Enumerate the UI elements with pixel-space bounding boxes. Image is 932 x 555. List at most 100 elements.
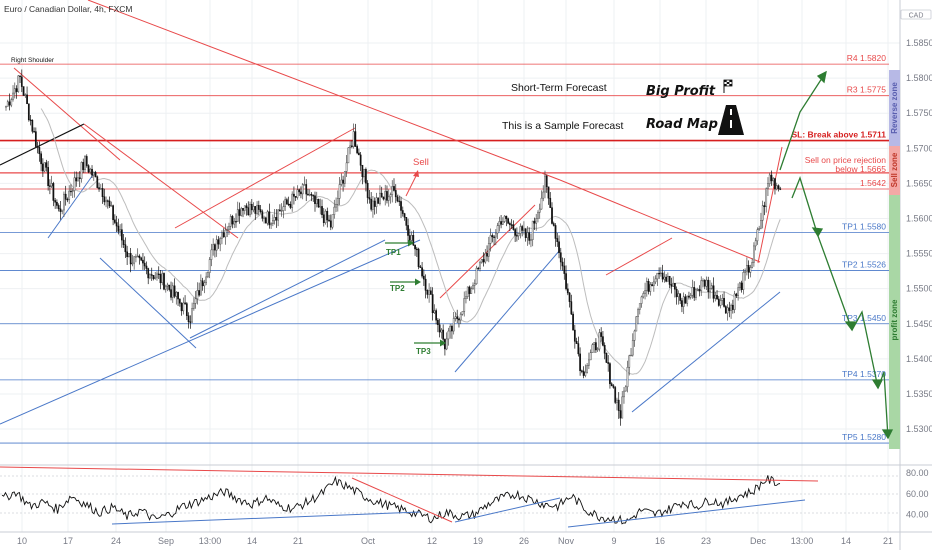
price-tick-label: 1.57500 bbox=[906, 108, 932, 118]
candle-body bbox=[282, 206, 285, 211]
blue-wedge-bottom[interactable] bbox=[631, 291, 781, 413]
oscillator-blue-support-3[interactable] bbox=[567, 499, 806, 528]
blue-flag-bottom[interactable] bbox=[454, 249, 561, 373]
level-label-tp4: TP4 1.5370 bbox=[842, 369, 886, 379]
candle-body bbox=[668, 275, 671, 285]
candle-body bbox=[517, 233, 520, 237]
candle-body bbox=[215, 239, 218, 251]
candle-body bbox=[689, 294, 692, 298]
candle-body bbox=[638, 303, 641, 310]
blue-up-support[interactable] bbox=[189, 239, 386, 339]
candle-body bbox=[624, 386, 627, 392]
forecast-arrowhead-1 bbox=[811, 227, 824, 238]
red-right-rise[interactable] bbox=[757, 146, 783, 264]
candle-body bbox=[136, 255, 139, 258]
shoulder-red-line[interactable] bbox=[13, 67, 121, 161]
candle-body bbox=[84, 156, 86, 170]
time-axis[interactable]: 10 17 24 Sep 13:00 14 21 Oct 12 19 26 Nov 9 16 23 Dec 13… bbox=[17, 536, 893, 546]
candle-body bbox=[651, 284, 653, 287]
candle-body bbox=[772, 178, 775, 182]
blue-small-channel[interactable] bbox=[47, 171, 96, 239]
candle-body bbox=[300, 191, 302, 195]
candle-body bbox=[714, 295, 717, 299]
red-trendline-extension[interactable] bbox=[559, 179, 761, 263]
candle-body bbox=[472, 284, 474, 289]
oscillator-tick-label: 60.00 bbox=[906, 489, 929, 499]
red-up-resistance[interactable] bbox=[174, 127, 356, 229]
candle-body bbox=[103, 196, 106, 203]
candle-body bbox=[658, 272, 660, 275]
candle-body bbox=[717, 298, 720, 306]
candle-body bbox=[756, 229, 759, 242]
candle-body bbox=[89, 168, 92, 173]
level-label-sell-line2: below 1.5665 bbox=[835, 164, 886, 174]
candle-body bbox=[422, 275, 425, 280]
candle-body bbox=[108, 200, 111, 207]
oscillator-blue-support-1[interactable] bbox=[111, 511, 421, 525]
candle-body bbox=[763, 205, 766, 208]
price-axis[interactable]: 1.58500 1.58000 1.57500 1.57000 1.56500 1.560… bbox=[906, 38, 932, 434]
blue-down-channel[interactable] bbox=[99, 257, 197, 349]
candle-body bbox=[85, 156, 88, 166]
candle-body bbox=[119, 229, 121, 232]
candle-body bbox=[591, 344, 594, 353]
oscillator-red-down-line[interactable] bbox=[351, 477, 453, 523]
candle-body bbox=[475, 267, 478, 285]
sample-note: This is a Sample Forecast bbox=[502, 120, 623, 132]
level-label-tp5: TP5 1.5280 bbox=[842, 432, 886, 442]
candle-body bbox=[730, 304, 732, 311]
candle-body bbox=[96, 176, 99, 188]
candle-body bbox=[268, 211, 271, 226]
candle-body bbox=[408, 235, 411, 241]
sell-zone-label: Sell zone bbox=[890, 152, 899, 187]
tp3-label: TP3 bbox=[416, 347, 431, 356]
long-red-trendline[interactable] bbox=[87, 0, 561, 181]
candle-body bbox=[326, 210, 329, 221]
candle-body bbox=[547, 186, 550, 199]
candle-body bbox=[540, 197, 543, 210]
candle-body bbox=[382, 196, 385, 200]
candle-body bbox=[289, 204, 292, 208]
candle-body bbox=[726, 307, 729, 314]
candle-body bbox=[131, 262, 134, 265]
candle-body bbox=[579, 353, 581, 371]
time-tick-label: 17 bbox=[63, 536, 73, 546]
price-tick-label: 1.56000 bbox=[906, 213, 932, 223]
tp1-label: TP1 bbox=[386, 248, 401, 257]
candle-body bbox=[654, 278, 657, 283]
price-tick-label: 1.55000 bbox=[906, 284, 932, 294]
candle-body bbox=[321, 206, 323, 215]
candle-body bbox=[291, 193, 294, 208]
candle-body bbox=[642, 293, 645, 298]
time-tick-label: 13:00 bbox=[791, 536, 814, 546]
candle-body bbox=[333, 206, 336, 215]
red-flag-top[interactable] bbox=[439, 204, 536, 299]
price-tick-label: 1.54000 bbox=[906, 354, 932, 364]
candle-body bbox=[257, 205, 260, 210]
price-tick-label: 1.58000 bbox=[906, 73, 932, 83]
candle-body bbox=[87, 165, 90, 173]
candle-body bbox=[61, 209, 64, 212]
price-tick-label: 1.58500 bbox=[906, 38, 932, 48]
candle-body bbox=[143, 262, 146, 267]
candle-body bbox=[138, 255, 141, 259]
neckline-black[interactable] bbox=[0, 123, 85, 166]
candle-body bbox=[405, 217, 408, 226]
candle-body bbox=[128, 253, 130, 257]
red-wedge-top[interactable] bbox=[605, 237, 673, 276]
candle-body bbox=[598, 332, 601, 350]
candle-body bbox=[229, 216, 232, 227]
oscillator-blue-support-2[interactable] bbox=[454, 497, 561, 523]
candle-body bbox=[507, 218, 509, 224]
candle-body bbox=[264, 217, 267, 224]
long-blue-trendline[interactable] bbox=[0, 239, 421, 425]
candle-body bbox=[208, 259, 211, 273]
tp3-marker: TP3 bbox=[414, 339, 446, 356]
candle-body bbox=[426, 290, 429, 295]
oscillator-red-trendline[interactable] bbox=[0, 466, 819, 482]
candle-body bbox=[15, 88, 18, 92]
candle-body bbox=[566, 288, 569, 294]
red-down-channel[interactable] bbox=[83, 123, 239, 239]
candle-body bbox=[582, 370, 585, 376]
